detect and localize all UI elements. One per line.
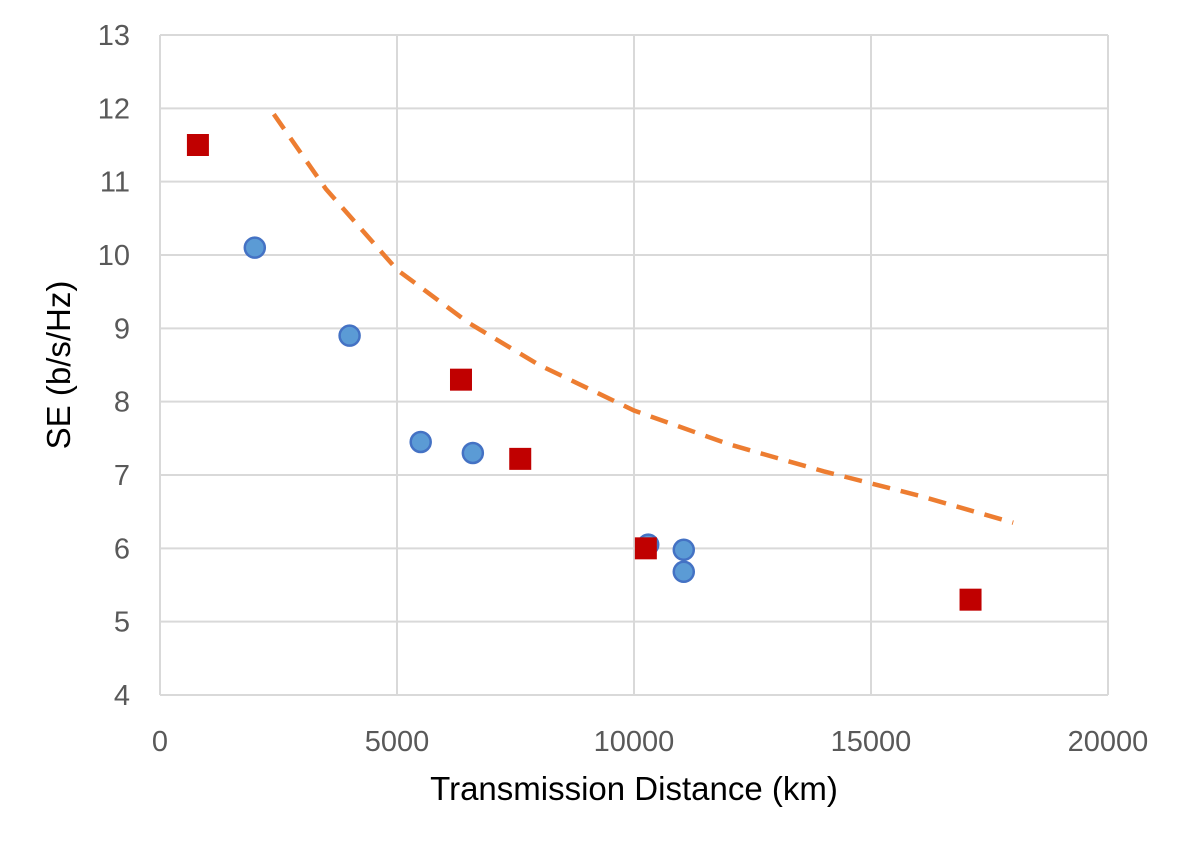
y-tick-label: 10 xyxy=(98,240,130,272)
square-point xyxy=(634,537,657,560)
circle-point xyxy=(409,430,432,454)
trend-line xyxy=(271,112,1014,525)
circle-point xyxy=(243,236,267,259)
x-tick-label: 20000 xyxy=(1068,726,1149,758)
y-axis-title: SE (b/s/Hz) xyxy=(40,281,77,450)
y-tick-label: 8 xyxy=(114,387,130,419)
circle-point xyxy=(338,324,361,347)
circle-point xyxy=(461,441,485,465)
y-tick-label: 11 xyxy=(100,167,130,199)
y-tick-label: 4 xyxy=(114,680,130,712)
x-axis-title: Transmission Distance (km) xyxy=(430,770,838,807)
x-tick-label: 15000 xyxy=(831,726,912,758)
x-tick-label: 5000 xyxy=(365,726,430,758)
circle-point xyxy=(672,560,696,584)
y-tick-label: 7 xyxy=(114,460,130,492)
square-point xyxy=(186,134,209,156)
x-tick-label: 10000 xyxy=(594,726,675,758)
square-point xyxy=(449,368,472,391)
x-tick-label: 0 xyxy=(152,726,168,758)
y-tick-label: 9 xyxy=(114,313,130,345)
y-tick-label: 12 xyxy=(98,93,130,125)
tick-labels: 4 5 6 7 8 9 10 11 12 13 0 5000 10000 15000 20000 xyxy=(98,20,1149,758)
y-tick-label: 6 xyxy=(114,533,130,565)
square-point xyxy=(959,588,982,611)
y-tick-label: 5 xyxy=(114,607,130,639)
square-point xyxy=(509,447,532,470)
data-marks xyxy=(186,112,1014,611)
gridlines xyxy=(159,34,1109,696)
circle-point xyxy=(672,538,696,562)
y-tick-label: 13 xyxy=(98,20,130,52)
